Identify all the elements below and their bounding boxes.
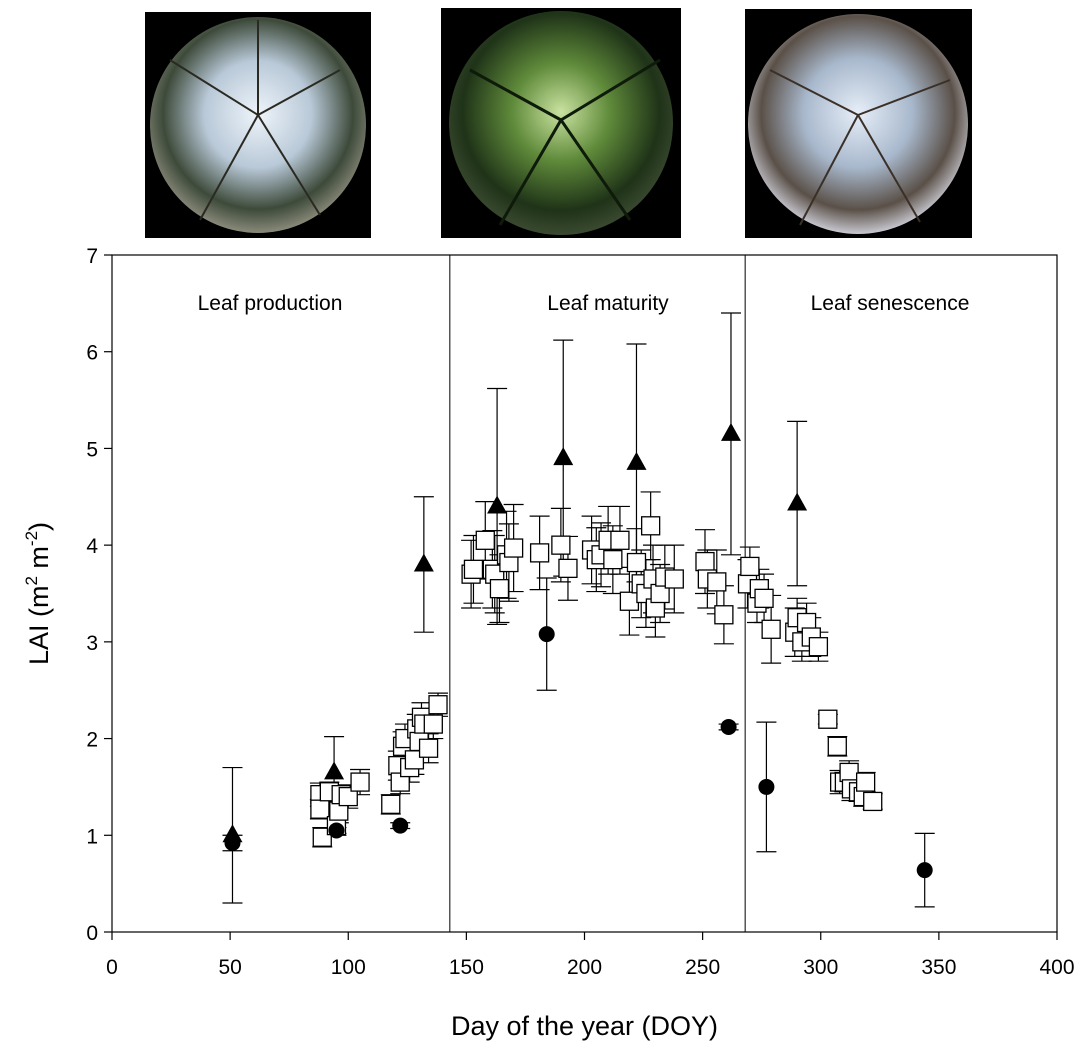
square-point xyxy=(463,559,484,579)
square-point xyxy=(818,709,838,729)
y-axis-label-part: LAI (m xyxy=(24,586,54,666)
square-point xyxy=(423,714,443,734)
square-point xyxy=(754,588,774,608)
square-point xyxy=(740,556,760,577)
x-tick-label: 0 xyxy=(106,956,118,979)
square-point xyxy=(475,530,495,550)
square-point xyxy=(863,791,883,812)
square-point xyxy=(761,619,781,639)
square-point xyxy=(641,516,661,536)
triangle-point xyxy=(413,553,434,572)
circle-point xyxy=(224,835,241,852)
square-point xyxy=(338,786,358,807)
triangle-point xyxy=(487,495,508,514)
square-point xyxy=(489,579,510,599)
x-tick-label: 200 xyxy=(567,956,602,979)
plot-frame xyxy=(111,254,1058,933)
y-tick-label: 5 xyxy=(86,438,98,461)
square-point xyxy=(827,736,847,756)
y-tick-label: 7 xyxy=(86,245,98,268)
y-axis-label-part: ) xyxy=(24,522,54,531)
y-tick-label: 4 xyxy=(86,535,98,558)
x-tick-label: 300 xyxy=(803,956,838,979)
square-point xyxy=(695,551,715,572)
x-tick-label: 150 xyxy=(449,956,484,979)
square-point xyxy=(312,827,332,847)
square-point xyxy=(503,538,524,558)
y-tick-label: 3 xyxy=(86,632,98,655)
square-point xyxy=(707,572,727,592)
square-point xyxy=(664,569,684,589)
phase-label: Leaf production xyxy=(198,292,343,315)
square-point xyxy=(558,558,578,579)
x-tick-label: 250 xyxy=(685,956,720,979)
square-point xyxy=(714,605,734,625)
x-tick-label: 50 xyxy=(218,956,241,979)
y-axis-label-superscript: -2 xyxy=(22,531,41,546)
phase-label: Leaf maturity xyxy=(547,292,669,315)
square-point xyxy=(808,637,829,657)
square-point xyxy=(551,535,571,555)
x-tick-label: 400 xyxy=(1039,956,1074,979)
x-axis-label: Day of the year (DOY) xyxy=(451,1011,718,1041)
x-tick-label: 100 xyxy=(331,956,366,979)
circle-point xyxy=(328,822,345,839)
circle-point xyxy=(392,817,409,834)
square-point xyxy=(428,695,448,715)
triangle-point xyxy=(787,492,808,511)
photo-senescence xyxy=(745,9,972,238)
y-axis-label-superscript: 2 xyxy=(22,576,41,585)
y-tick-label: 1 xyxy=(86,825,98,848)
triangle-point xyxy=(553,447,574,466)
triangle-point xyxy=(626,451,647,470)
square-point xyxy=(381,794,401,814)
circle-point xyxy=(916,862,933,879)
square-point xyxy=(610,530,630,550)
phase-label: Leaf senescence xyxy=(811,292,970,315)
square-point xyxy=(310,799,330,819)
y-axis-label-part: m xyxy=(24,546,54,576)
photo-production xyxy=(145,12,371,238)
square-point xyxy=(603,550,623,570)
x-tick-label: 350 xyxy=(921,956,956,979)
square-point xyxy=(418,738,439,758)
photo-maturity xyxy=(441,8,681,238)
y-axis-label: LAI (m2 m-2) xyxy=(22,522,54,665)
square-point xyxy=(350,772,370,792)
circle-point xyxy=(538,626,555,643)
y-tick-label: 6 xyxy=(86,342,98,365)
y-tick-label: 0 xyxy=(86,922,98,945)
triangle-point xyxy=(720,422,741,441)
square-point xyxy=(529,543,550,563)
y-tick-label: 2 xyxy=(86,729,98,752)
square-point xyxy=(626,552,647,573)
circle-point xyxy=(720,718,737,735)
circle-point xyxy=(758,778,775,795)
triangle-point xyxy=(324,761,345,780)
square-point xyxy=(839,762,859,783)
square-point xyxy=(619,591,640,611)
square-point xyxy=(855,772,876,792)
